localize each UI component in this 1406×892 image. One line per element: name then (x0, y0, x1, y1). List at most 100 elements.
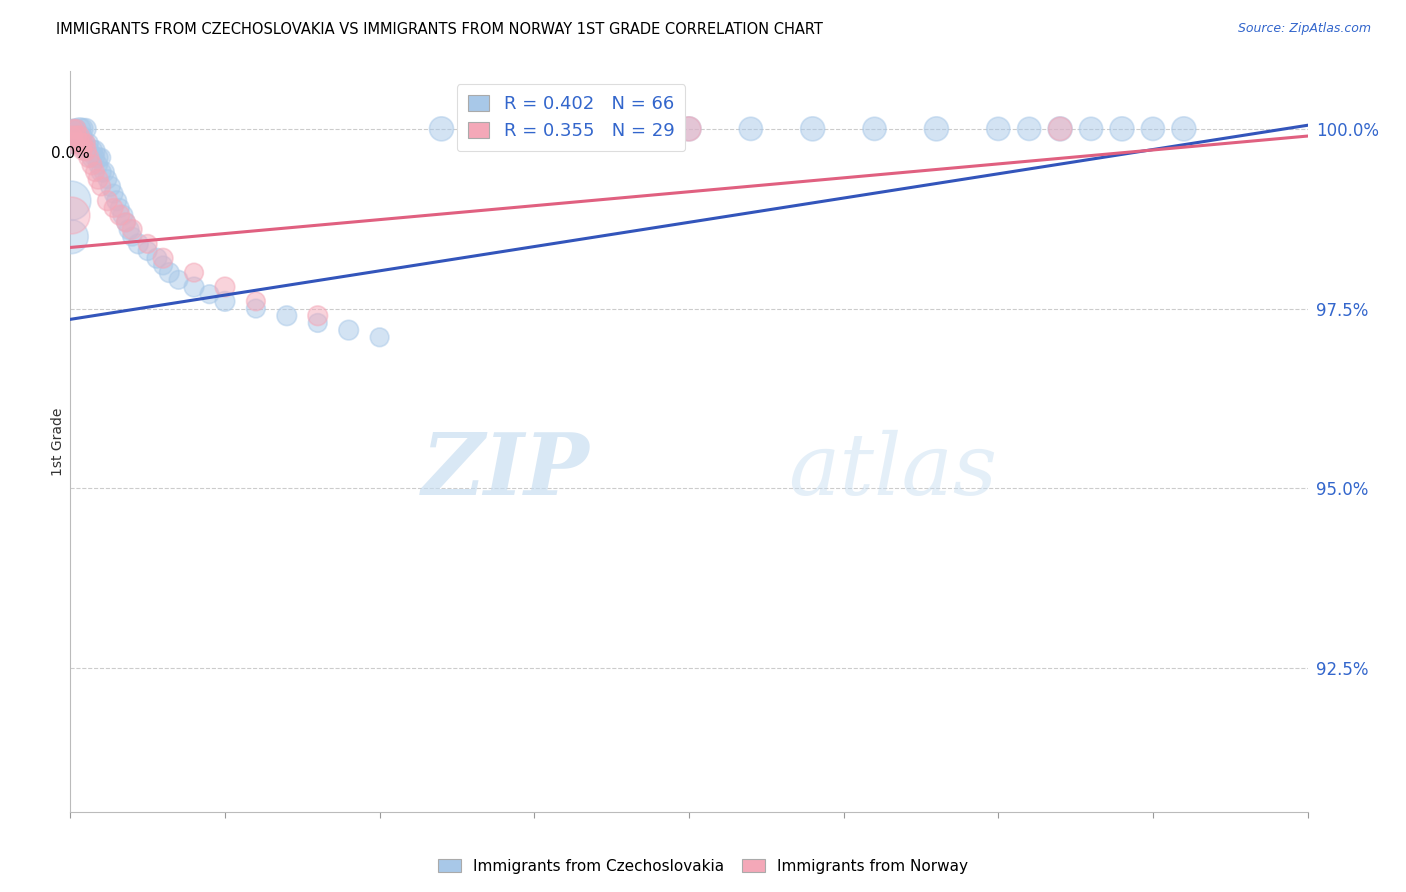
Point (80, 144, 103, 158)
Point (93, 165, 115, 179)
Text: Source: ZipAtlas.com: Source: ZipAtlas.com (1237, 22, 1371, 36)
Point (616, 121, 638, 136)
Point (740, 121, 762, 136)
Point (77, 144, 100, 158)
Point (62, 136, 84, 151)
Point (60, 208, 83, 222)
Point (90, 165, 112, 179)
Point (69, 136, 91, 151)
Point (925, 121, 948, 136)
Point (245, 301, 267, 316)
Point (72, 136, 94, 151)
Point (65, 129, 87, 144)
Point (152, 259, 174, 273)
Point (245, 294, 267, 309)
Text: ZIP: ZIP (422, 429, 591, 513)
Point (69, 129, 91, 144)
Point (60, 194, 83, 208)
Point (62, 121, 84, 136)
Point (337, 323, 360, 337)
Point (105, 194, 128, 208)
Point (69, 136, 91, 151)
Point (987, 121, 1010, 136)
Point (1142, 121, 1164, 136)
Point (801, 121, 824, 136)
Point (84, 151, 107, 165)
Point (75, 136, 97, 151)
Legend: R = 0.402   N = 66, R = 0.355   N = 29: R = 0.402 N = 66, R = 0.355 N = 29 (457, 84, 685, 152)
Point (198, 287, 221, 301)
Point (90, 179, 112, 194)
Point (96, 172, 118, 186)
Point (60, 229, 83, 244)
Point (72, 144, 94, 158)
Point (863, 121, 886, 136)
Point (75, 121, 97, 136)
Point (69, 121, 91, 136)
Point (111, 208, 134, 222)
Point (307, 316, 329, 330)
Point (118, 222, 141, 236)
Point (67, 129, 90, 144)
Point (100, 179, 122, 194)
Point (276, 309, 298, 323)
Point (183, 280, 205, 294)
Point (63, 121, 86, 136)
Point (1018, 121, 1040, 136)
Point (1111, 121, 1133, 136)
Point (72, 136, 94, 151)
Point (121, 229, 143, 244)
Point (183, 266, 205, 280)
Point (108, 201, 131, 215)
Point (62, 136, 84, 151)
Point (77, 136, 100, 151)
Point (127, 236, 149, 251)
Point (87, 172, 110, 186)
Point (60, 129, 83, 144)
Point (65, 121, 87, 136)
Point (69, 129, 91, 144)
Point (146, 252, 169, 266)
Point (87, 151, 110, 165)
Text: atlas: atlas (787, 430, 997, 513)
Point (157, 266, 180, 280)
Point (678, 121, 700, 136)
Point (75, 144, 97, 158)
Text: IMMIGRANTS FROM CZECHOSLOVAKIA VS IMMIGRANTS FROM NORWAY 1ST GRADE CORRELATION C: IMMIGRANTS FROM CZECHOSLOVAKIA VS IMMIGR… (56, 22, 823, 37)
Point (75, 136, 97, 151)
Point (84, 165, 107, 179)
Point (368, 330, 391, 344)
Point (96, 194, 118, 208)
Y-axis label: 1st Grade: 1st Grade (51, 408, 65, 475)
Point (108, 208, 131, 222)
Point (554, 121, 576, 136)
Point (77, 151, 100, 165)
Point (492, 121, 515, 136)
Text: 0.0%: 0.0% (51, 146, 90, 161)
Point (136, 244, 159, 258)
Point (307, 309, 329, 323)
Legend: Immigrants from Czechoslovakia, Immigrants from Norway: Immigrants from Czechoslovakia, Immigran… (432, 853, 974, 880)
Point (1049, 121, 1071, 136)
Point (80, 158, 103, 172)
Point (60, 129, 83, 144)
Point (72, 121, 94, 136)
Point (103, 186, 125, 201)
Point (152, 252, 174, 266)
Point (115, 215, 138, 229)
Point (84, 144, 107, 158)
Point (87, 158, 110, 172)
Point (1049, 121, 1071, 136)
Point (214, 280, 236, 294)
Point (65, 129, 87, 144)
Point (430, 121, 453, 136)
Point (62, 121, 84, 136)
Point (214, 294, 236, 309)
Point (75, 144, 97, 158)
Point (65, 121, 87, 136)
Point (167, 273, 190, 287)
Point (90, 151, 112, 165)
Point (121, 222, 143, 236)
Point (678, 121, 700, 136)
Point (115, 215, 138, 229)
